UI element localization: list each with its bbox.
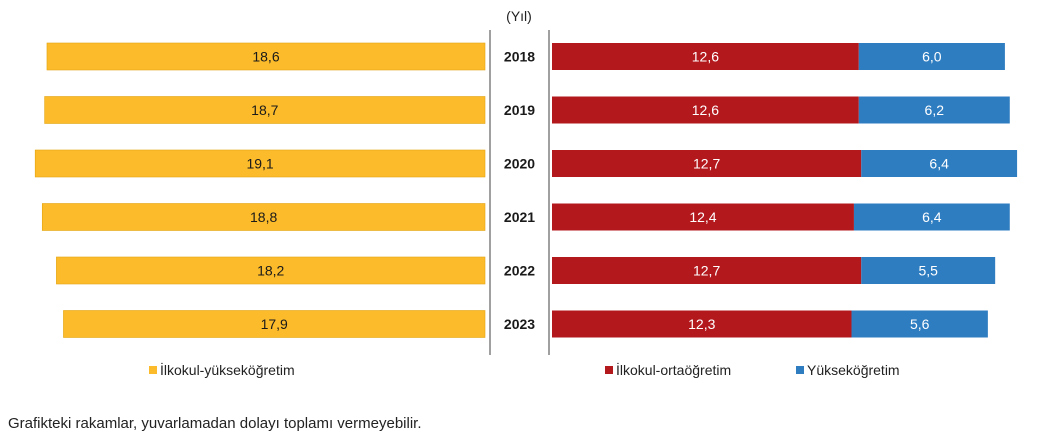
bar-left-2018 (46, 42, 486, 71)
year-label-2021: 2021 (504, 209, 535, 225)
label-right-1-2018: 6,0 (922, 49, 942, 65)
label-right-1-2019: 6,2 (925, 102, 945, 118)
label-right-0-2018: 12,6 (692, 49, 719, 65)
year-label-2023: 2023 (504, 316, 535, 332)
right-bars-group: 12,6 6,0 12,6 6,2 12,7 6,4 12,4 6,4 12,7 5,5 12,3 5… (552, 43, 1018, 338)
label-left-2022: 18,2 (257, 263, 284, 279)
year-label-2020: 2020 (504, 156, 535, 172)
year-label-2019: 2019 (504, 102, 535, 118)
bar-right-1-2018 (858, 43, 1005, 70)
bar-right-0-2018 (552, 43, 859, 70)
bar-right-1-2021 (853, 203, 1010, 231)
bar-right-0-2022 (552, 257, 862, 284)
axis-title: (Yıl) (506, 8, 532, 24)
label-right-0-2021: 12,4 (689, 209, 716, 225)
footnote: Grafikteki rakamlar, yuvarlamadan dolayı… (8, 415, 422, 432)
label-left-2018: 18,6 (252, 49, 279, 65)
label-right-1-2020: 6,4 (929, 156, 949, 172)
bar-right-1-2020 (861, 150, 1018, 177)
year-labels-group: 2018 2019 2020 2021 2022 2023 (504, 49, 535, 333)
label-right-1-2021: 6,4 (922, 209, 942, 225)
bar-left-2023 (63, 310, 486, 338)
bar-right-1-2022 (861, 257, 996, 284)
label-left-2019: 18,7 (251, 102, 278, 118)
bar-right-0-2020 (552, 150, 862, 177)
bar-left-2020 (34, 149, 486, 178)
year-label-2018: 2018 (504, 49, 535, 65)
label-left-2023: 17,9 (261, 316, 288, 332)
label-right-0-2020: 12,7 (693, 156, 720, 172)
legend-swatch-0 (149, 366, 157, 374)
bar-left-2022 (56, 256, 486, 285)
label-right-0-2023: 12,3 (688, 316, 715, 332)
label-right-0-2019: 12,6 (692, 102, 719, 118)
bar-right-0-2023 (552, 310, 852, 338)
legend-label-0: İlkokul-yükseköğretim (160, 361, 295, 378)
label-right-0-2022: 12,7 (693, 263, 720, 279)
legend-label-1: İlkokul-ortaöğretim (616, 361, 731, 378)
bar-right-0-2019 (552, 96, 859, 124)
label-right-1-2023: 5,6 (910, 316, 930, 332)
bar-right-0-2021 (552, 203, 854, 231)
legend: İlkokul-yükseköğretim İlkokul-ortaöğretim… (149, 361, 900, 378)
bar-left-2019 (44, 96, 486, 124)
bar-right-1-2019 (858, 96, 1010, 124)
legend-swatch-2 (796, 366, 804, 374)
label-left-2020: 19,1 (246, 156, 273, 172)
legend-label-2: Yükseköğretim (807, 362, 900, 378)
bar-right-1-2023 (851, 310, 988, 338)
left-bars-group: 18,6 18,7 19,1 18,8 18,2 17,9 (34, 42, 486, 338)
bar-left-2021 (41, 203, 486, 231)
label-left-2021: 18,8 (250, 209, 277, 225)
label-right-1-2022: 5,5 (918, 263, 938, 279)
year-label-2022: 2022 (504, 263, 535, 279)
legend-swatch-1 (605, 366, 613, 374)
